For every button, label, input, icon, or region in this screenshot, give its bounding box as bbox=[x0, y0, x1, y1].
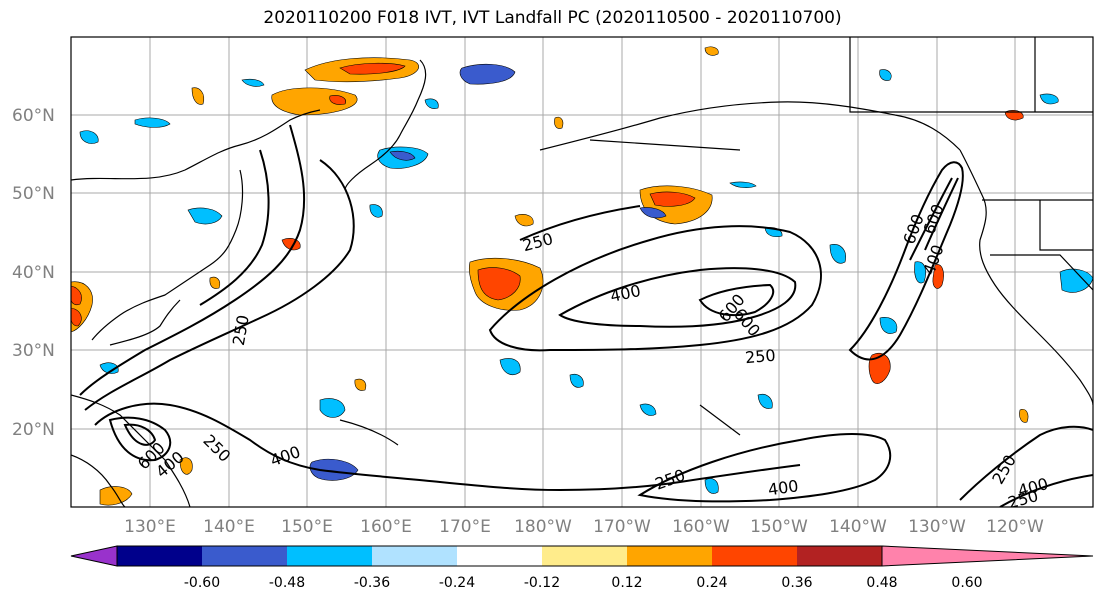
lat-label: 20°N bbox=[12, 420, 55, 440]
colorbar-tick-label: -0.24 bbox=[439, 575, 475, 591]
lon-label: 170°E bbox=[439, 517, 491, 537]
coastlines bbox=[71, 37, 1093, 507]
contour-label: 400 bbox=[767, 476, 800, 499]
colorbar-extend-high bbox=[881, 545, 1094, 567]
colorbar-segment bbox=[287, 546, 372, 566]
gridlines bbox=[71, 37, 1093, 507]
map-title: 2020110200 F018 IVT, IVT Landfall PC (20… bbox=[263, 8, 842, 28]
ivt-contours bbox=[79, 124, 1093, 507]
colorbar-tick-label: 0.36 bbox=[781, 575, 812, 591]
lat-label: 50°N bbox=[12, 184, 55, 204]
lon-label: 130°E bbox=[124, 517, 176, 537]
lon-label: 160°E bbox=[360, 517, 412, 537]
lon-label: 150°W bbox=[750, 517, 808, 537]
latitude-labels: 60°N 50°N 40°N 30°N 20°N bbox=[12, 106, 55, 440]
colorbar-tick-label: 0.60 bbox=[951, 575, 982, 591]
colorbar-segment bbox=[372, 546, 457, 566]
colorbar-segment bbox=[627, 546, 712, 566]
lat-label: 30°N bbox=[12, 341, 55, 361]
colorbar-extend-low bbox=[70, 545, 118, 567]
colorbar-segment bbox=[457, 546, 542, 566]
lon-label: 150°E bbox=[281, 517, 333, 537]
colorbar-tick-label: 0.12 bbox=[611, 575, 642, 591]
lat-label: 40°N bbox=[12, 263, 55, 283]
colorbar-segment bbox=[542, 546, 627, 566]
contour-label: 250 bbox=[1006, 486, 1040, 512]
lon-label: 180°W bbox=[514, 517, 572, 537]
colorbar-tick-label: -0.60 bbox=[184, 575, 220, 591]
lon-label: 160°W bbox=[672, 517, 730, 537]
colorbar-segment bbox=[712, 546, 797, 566]
colorbar-border bbox=[116, 545, 883, 567]
lon-label: 130°W bbox=[908, 517, 966, 537]
colorbar-segment bbox=[202, 546, 287, 566]
longitude-labels: 130°E 140°E 150°E 160°E 170°E 180°W 170°… bbox=[124, 517, 1044, 537]
colorbar-tick-label: -0.36 bbox=[354, 575, 390, 591]
colorbar-tick-label: 0.48 bbox=[866, 575, 897, 591]
map-border bbox=[70, 36, 1094, 508]
colorbar-ticks: -0.60 -0.48 -0.36 -0.24 -0.12 0.12 0.24 … bbox=[184, 575, 983, 591]
colorbar-tick-label: 0.24 bbox=[696, 575, 727, 591]
colorbar-segment bbox=[797, 546, 882, 566]
colorbar: -0.60 -0.48 -0.36 -0.24 -0.12 0.12 0.24 … bbox=[70, 545, 1094, 591]
negative-pc-patches bbox=[79, 63, 1093, 494]
colorbar-tick-label: -0.48 bbox=[269, 575, 305, 591]
lon-label: 170°W bbox=[593, 517, 651, 537]
contour-label: 250 bbox=[744, 346, 776, 368]
colorbar-tick-label: -0.12 bbox=[524, 575, 560, 591]
lon-label: 140°W bbox=[829, 517, 887, 537]
lat-label: 60°N bbox=[12, 106, 55, 126]
colorbar-segment bbox=[117, 546, 202, 566]
lon-label: 140°E bbox=[203, 517, 255, 537]
lon-label: 120°W bbox=[986, 517, 1044, 537]
